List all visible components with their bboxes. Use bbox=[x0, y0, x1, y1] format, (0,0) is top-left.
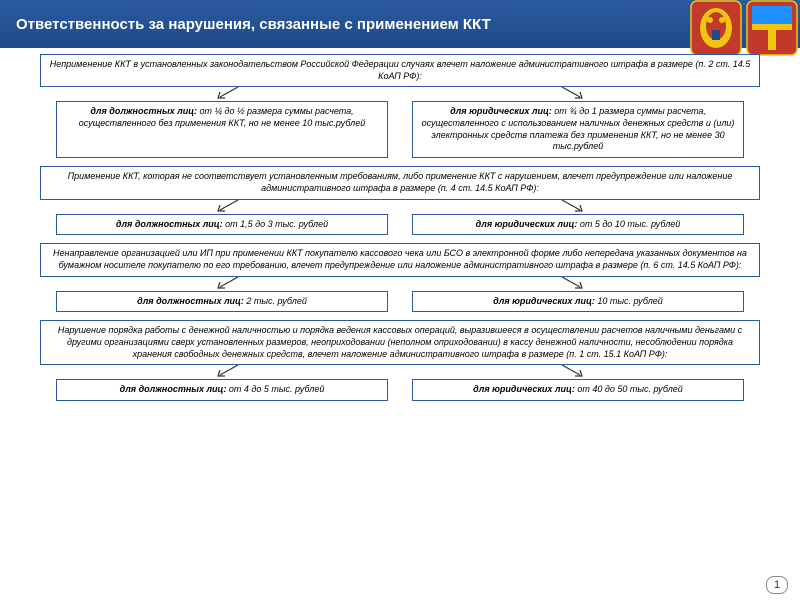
section-2-left: для должностных лиц: от 1,5 до 3 тыс. ру… bbox=[56, 214, 388, 236]
s4-left-text: от 4 до 5 тыс. рублей bbox=[226, 384, 324, 394]
arrow-down-right-icon bbox=[552, 277, 592, 291]
section-1-pair: для должностных лиц: от ¼ до ½ размера с… bbox=[56, 101, 744, 158]
section-2-right: для юридических лиц: от 5 до 10 тыс. руб… bbox=[412, 214, 744, 236]
section-1-right: для юридических лиц: от ¾ до 1 размера с… bbox=[412, 101, 744, 158]
section-3-intro: Ненаправление организацией или ИП при пр… bbox=[40, 243, 760, 276]
section-1-intro: Неприменение ККТ в установленных законод… bbox=[40, 54, 760, 87]
s3-left-text: 2 тыс. рублей bbox=[244, 296, 307, 306]
section-2-pair: для должностных лиц: от 1,5 до 3 тыс. ру… bbox=[56, 214, 744, 236]
s2-left-label: для должностных лиц: bbox=[116, 219, 223, 229]
content-area: Неприменение ККТ в установленных законод… bbox=[0, 48, 800, 407]
s4-right-label: для юридических лиц: bbox=[473, 384, 575, 394]
arrow-down-right-icon bbox=[552, 365, 592, 379]
arrow-down-left-icon bbox=[208, 200, 248, 214]
section-2-intro: Применение ККТ, которая не соответствует… bbox=[40, 166, 760, 199]
section-3-pair: для должностных лиц: 2 тыс. рублей для ю… bbox=[56, 291, 744, 313]
section-4-right: для юридических лиц: от 40 до 50 тыс. ру… bbox=[412, 379, 744, 401]
s2-left-text: от 1,5 до 3 тыс. рублей bbox=[223, 219, 328, 229]
s4-left-label: для должностных лиц: bbox=[120, 384, 227, 394]
section-4-pair: для должностных лиц: от 4 до 5 тыс. рубл… bbox=[56, 379, 744, 401]
section-3-left: для должностных лиц: 2 тыс. рублей bbox=[56, 291, 388, 313]
arrow-down-right-icon bbox=[552, 87, 592, 101]
page-number: 1 bbox=[766, 576, 788, 594]
header-title: Ответственность за нарушения, связанные … bbox=[16, 16, 491, 33]
section-4-intro: Нарушение порядка работы с денежной нали… bbox=[40, 320, 760, 365]
section-3-arrows bbox=[56, 277, 744, 291]
section-2-arrows bbox=[56, 200, 744, 214]
arrow-down-left-icon bbox=[208, 365, 248, 379]
section-4-arrows bbox=[56, 365, 744, 379]
header-bar: Ответственность за нарушения, связанные … bbox=[0, 0, 800, 48]
s4-right-text: от 40 до 50 тыс. рублей bbox=[575, 384, 683, 394]
arrow-down-right-icon bbox=[552, 200, 592, 214]
section-1-left: для должностных лиц: от ¼ до ½ размера с… bbox=[56, 101, 388, 158]
arrow-down-left-icon bbox=[208, 87, 248, 101]
arrow-down-left-icon bbox=[208, 277, 248, 291]
s3-right-label: для юридических лиц: bbox=[493, 296, 595, 306]
s1-left-label: для должностных лиц: bbox=[90, 106, 197, 116]
section-4-left: для должностных лиц: от 4 до 5 тыс. рубл… bbox=[56, 379, 388, 401]
section-3-right: для юридических лиц: 10 тыс. рублей bbox=[412, 291, 744, 313]
s2-right-label: для юридических лиц: bbox=[476, 219, 578, 229]
s3-right-text: 10 тыс. рублей bbox=[595, 296, 663, 306]
section-1-arrows bbox=[56, 87, 744, 101]
s1-right-label: для юридических лиц: bbox=[450, 106, 552, 116]
s2-right-text: от 5 до 10 тыс. рублей bbox=[577, 219, 680, 229]
s3-left-label: для должностных лиц: bbox=[137, 296, 244, 306]
